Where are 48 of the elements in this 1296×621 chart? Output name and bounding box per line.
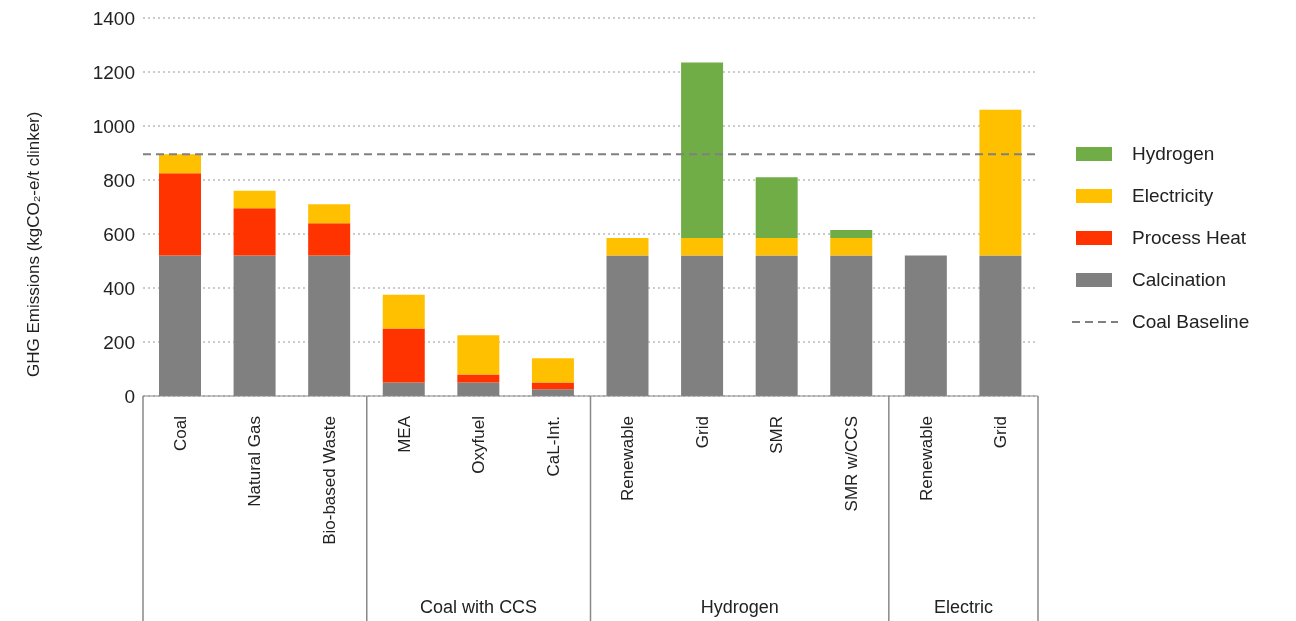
bar [681, 238, 724, 256]
x-tick-label: Renewable [618, 416, 638, 502]
x-tick-label: Natural Gas [245, 416, 265, 507]
legend-label: Calcination [1132, 269, 1226, 291]
y-tick-label: 1200 [92, 61, 135, 83]
bar [606, 238, 649, 256]
legend-label: Electricity [1132, 185, 1214, 207]
bar [681, 62, 724, 239]
bar [233, 190, 276, 209]
x-tick-label: CaL-Int. [543, 416, 563, 477]
bar [382, 294, 425, 329]
x-tick-label: MEA [394, 415, 414, 453]
text: Coal with CCS [420, 597, 538, 617]
bar [159, 173, 201, 256]
bar [830, 229, 873, 239]
bar [457, 335, 500, 375]
x-tick-label: Renewable [916, 416, 936, 502]
text: Hydrogen [700, 597, 779, 617]
x-tick-label: Oxyfuel [469, 416, 489, 474]
bar [159, 154, 201, 174]
x-tick-label: Grid [692, 416, 712, 449]
bar [755, 238, 798, 256]
y-tick-label: 200 [103, 331, 135, 353]
bar [382, 328, 425, 383]
bar [308, 223, 351, 256]
x-tick-label: Coal [170, 416, 190, 451]
bar [531, 358, 574, 383]
y-tick-label: 800 [103, 169, 135, 191]
y-tick-label: 400 [103, 277, 135, 299]
y-tick-label: 1400 [92, 7, 135, 29]
legend-label: Coal Baseline [1132, 311, 1250, 333]
x-tick-label: SMR w/CCS [842, 416, 862, 512]
bar [457, 374, 500, 383]
bar [233, 208, 276, 256]
text: Electric [933, 597, 993, 617]
y-axis-title: GHG Emissions (kgCO₂-e/t clinker) [24, 111, 44, 377]
x-tick-label: Bio-based Waste [319, 416, 339, 545]
bar [308, 204, 351, 224]
y-tick-label: 0 [124, 385, 135, 407]
y-tick-label: 1000 [92, 115, 135, 137]
x-tick-label: SMR [767, 416, 787, 454]
bar [755, 177, 798, 239]
bar [979, 109, 1022, 256]
x-tick-label: Grid [991, 416, 1011, 449]
legend-label: Hydrogen [1132, 143, 1215, 165]
y-tick-label: 600 [103, 223, 135, 245]
bar [830, 238, 873, 256]
legend-label: Process Heat [1132, 227, 1247, 249]
